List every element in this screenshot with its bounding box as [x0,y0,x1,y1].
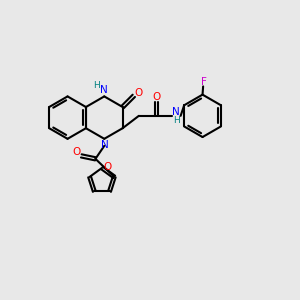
Text: H: H [173,116,180,125]
Text: O: O [103,162,111,172]
Text: O: O [134,88,142,98]
Text: O: O [152,92,160,102]
Text: H: H [94,81,100,90]
Text: N: N [172,107,180,117]
Text: O: O [73,147,81,158]
Text: N: N [101,140,109,150]
Text: F: F [201,77,207,87]
Text: N: N [100,85,108,95]
